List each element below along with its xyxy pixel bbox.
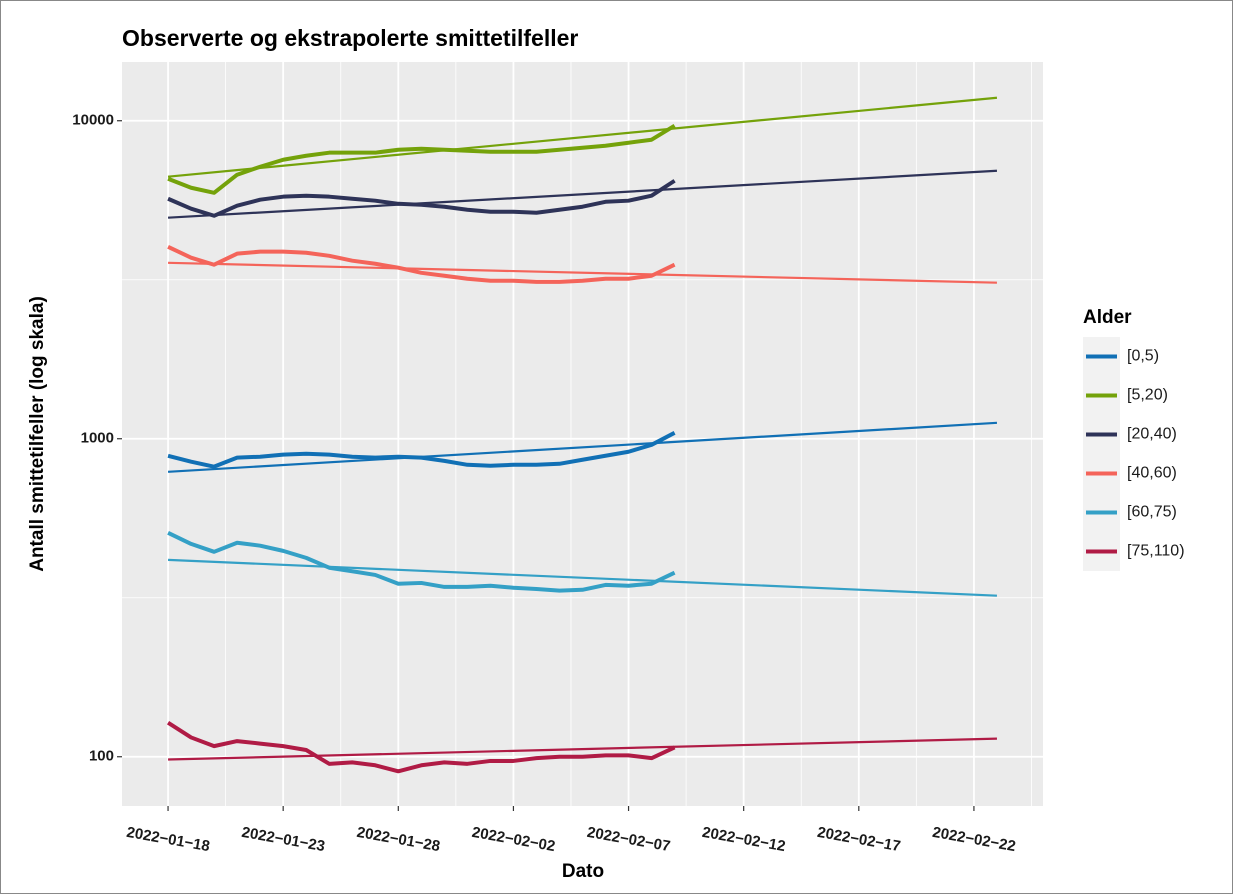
legend-label: [5,20): [1127, 387, 1168, 404]
trend-line: [168, 558, 997, 597]
legend-label: [40,60): [1127, 465, 1177, 482]
series-line: [167, 531, 676, 593]
legend-key-background: [1083, 337, 1120, 571]
trend-line: [168, 261, 997, 284]
x-axis-title: Dato: [562, 861, 604, 882]
trend-line: [168, 737, 997, 761]
y-tick-label: 10000: [72, 112, 114, 129]
series-line: [166, 720, 676, 774]
series-line: [167, 431, 676, 469]
y-tick-label: 1000: [81, 430, 114, 447]
trend-line: [167, 96, 998, 178]
chart-title: Observerte og ekstrapolerte smittetilfel…: [122, 25, 578, 51]
legend-title: Alder: [1083, 307, 1132, 328]
y-tick-label: 100: [89, 748, 114, 765]
trend-line: [167, 421, 998, 473]
plot-panel: [122, 62, 1043, 806]
y-axis-title: Antall smittetilfeller (log skala): [27, 296, 48, 572]
legend-label: [60,75): [1127, 504, 1177, 521]
legend-label: [0,5): [1127, 348, 1159, 365]
trend-line: [167, 169, 998, 219]
legend-label: [20,40): [1127, 426, 1177, 443]
series-line: [167, 124, 676, 195]
series-line: [167, 179, 676, 218]
legend-label: [75,110): [1127, 543, 1185, 560]
series-line: [167, 244, 676, 284]
